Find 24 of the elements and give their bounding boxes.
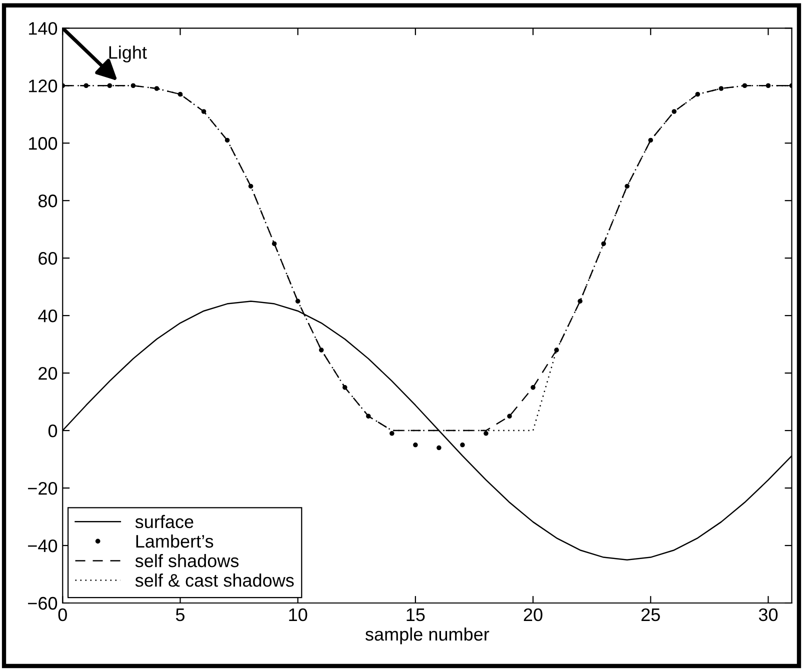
y-tick-label: 100 xyxy=(29,137,58,150)
x-axis-title: sample number xyxy=(365,627,490,644)
x-tick-label: 5 xyxy=(176,608,184,622)
y-tick-label: 20 xyxy=(38,366,58,380)
legend-label: surface xyxy=(135,514,194,528)
x-tick-label: 25 xyxy=(642,608,660,622)
x-tick-label: 20 xyxy=(524,608,542,622)
legend-label: self & cast shadows xyxy=(135,574,294,587)
y-tick-label: 120 xyxy=(29,80,58,92)
x-tick-label: 10 xyxy=(289,608,308,622)
x-tick-label: 15 xyxy=(406,608,425,622)
y-tick-label: 60 xyxy=(38,252,58,265)
y-tick-label: −60 xyxy=(28,596,58,610)
x-tick-label: 30 xyxy=(758,608,778,622)
y-tick-label: 80 xyxy=(38,194,58,208)
y-tick-label: 40 xyxy=(38,310,58,322)
y-tick-label: 140 xyxy=(29,22,58,35)
annotation: Light xyxy=(109,46,147,62)
legend-label: self shadows xyxy=(135,554,239,568)
y-tick-label: 0 xyxy=(48,424,58,438)
y-tick-label: −40 xyxy=(28,539,58,552)
legend-label: Lambert’s xyxy=(136,534,214,548)
y-tick-label: −20 xyxy=(28,482,58,495)
x-tick-label: 0 xyxy=(58,608,67,622)
